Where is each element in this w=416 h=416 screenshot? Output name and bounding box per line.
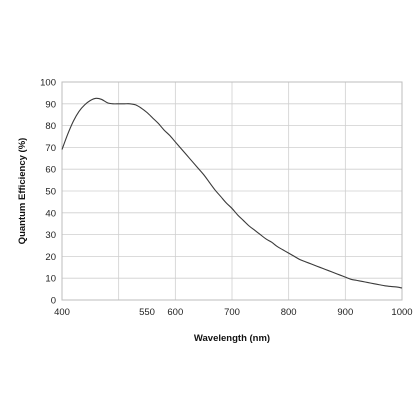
x-tick-label: 800 (281, 307, 297, 318)
x-axis-title: Wavelength (nm) (194, 333, 270, 344)
y-tick-label: 100 (40, 78, 56, 89)
series-lines (61, 97, 403, 289)
x-tick-labels: 400 550 600 700 800 900 1000 (54, 307, 413, 318)
y-tick-label: 70 (45, 143, 56, 154)
y-tick-label: 60 (45, 165, 56, 176)
y-tick-label: 40 (45, 208, 56, 219)
x-tick-label: 400 (54, 307, 70, 318)
y-tick-label: 50 (45, 187, 56, 198)
y-tick-label: 30 (45, 230, 56, 241)
x-tick-label: 700 (224, 307, 240, 318)
y-tick-label: 20 (45, 252, 56, 263)
y-tick-label: 90 (45, 99, 56, 110)
y-tick-label: 0 (51, 296, 56, 307)
y-tick-label: 80 (45, 121, 56, 132)
plot-frame (61, 81, 403, 301)
x-tick-label: 900 (337, 307, 353, 318)
x-tick-label: 1000 (391, 307, 412, 318)
qe-series-line (61, 97, 403, 289)
y-tick-labels: 0 10 20 30 40 50 60 70 80 90 100 (40, 78, 56, 307)
y-tick-label: 10 (45, 274, 56, 285)
y-axis-title: Quantum Efficiency (%) (17, 138, 28, 245)
x-tick-label: 550 (139, 307, 155, 318)
x-tick-label: 600 (167, 307, 183, 318)
